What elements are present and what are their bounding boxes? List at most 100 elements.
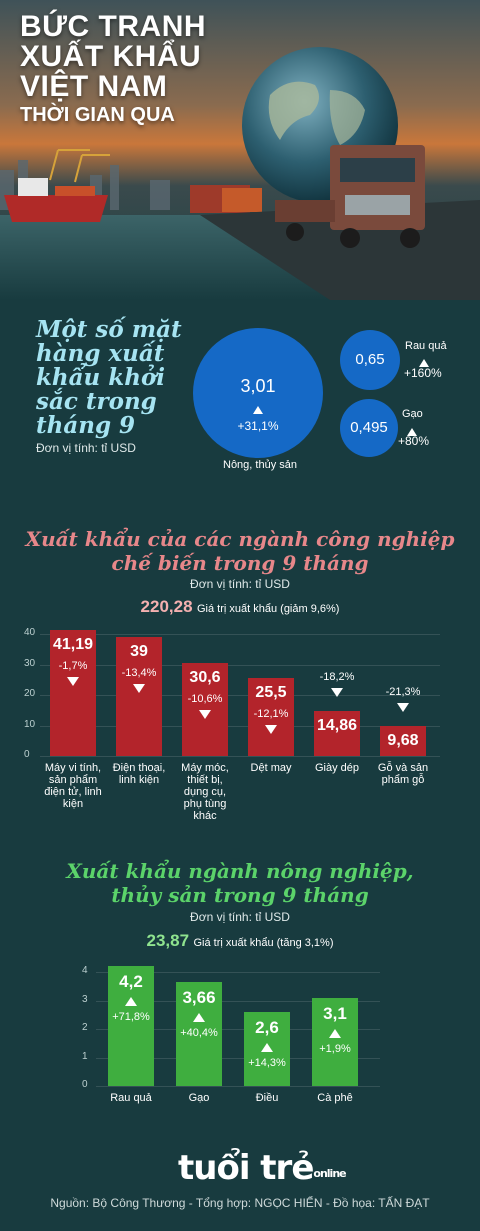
category-label: Dệt may: [250, 762, 292, 774]
section3-title: Xuất khẩu ngành nông nghiệp, thủy sản tr…: [0, 859, 480, 907]
bar-change-label: +1,9%: [319, 1042, 351, 1055]
hero-banner: BỨC TRANH XUẤT KHẨU VIỆT NAM THỜI GIAN Q…: [0, 0, 480, 300]
gridline: [40, 695, 440, 696]
gridline: [96, 1057, 380, 1059]
bubble-gao: 0,495: [340, 399, 398, 457]
section1-title-line: Một số mặt: [36, 316, 182, 343]
gridline: [40, 634, 440, 635]
section3-title-line: Xuất khẩu ngành nông nghiệp,: [66, 859, 414, 883]
bar: [314, 710, 360, 756]
gridline: [96, 1029, 380, 1030]
hero-subtitle: THỜI GIAN QUA: [20, 104, 175, 126]
bubble-label: Gạo: [402, 408, 423, 420]
section2-unit: Đơn vị tính: tỉ USD: [190, 577, 290, 591]
y-tick-label: 20: [24, 688, 36, 699]
bar: [50, 630, 96, 756]
section2-title-line: Xuất khẩu của các ngành công nghiệp: [25, 527, 455, 551]
arrow-up-icon: [419, 354, 429, 372]
bar-change-label: -10,6%: [187, 692, 223, 705]
bar-value-label: 14,86: [316, 716, 358, 734]
total-value: 220,28: [140, 597, 193, 616]
y-tick-label: 0: [24, 749, 30, 760]
bar: [380, 726, 426, 756]
gridline: [96, 1086, 380, 1087]
arrow-up-icon: [125, 997, 137, 1007]
y-tick-label: 3: [82, 993, 88, 1005]
bar-change-label: -1,7%: [58, 660, 88, 673]
arrow-up-icon: [253, 406, 263, 414]
bar-change-label: -21,3%: [385, 686, 421, 699]
hero-illustration: [0, 47, 480, 300]
bubble-nong-thuy-san: 3,01 +31,1%: [193, 328, 323, 458]
y-tick-label: 10: [24, 718, 36, 730]
bar-change-label: -12,1%: [253, 708, 289, 721]
total-value: 23,87: [146, 931, 190, 950]
bar-value-label: 30,6: [189, 668, 221, 686]
section1-title-line: sắc trong: [36, 388, 157, 415]
category-label: Máy móc, thiết bị, dụng cụ, phụ tùng khá…: [181, 762, 229, 822]
y-tick-label: 4: [82, 965, 88, 976]
bubble-value: 0,495: [350, 419, 388, 436]
bar-change-label: -18,2%: [319, 670, 355, 683]
bar-change-label: +71,8%: [112, 1011, 150, 1024]
category-label: Rau quả: [110, 1092, 152, 1104]
arrow-down-icon: [133, 684, 145, 694]
total-label: Giá trị xuất khẩu (giảm 9,6%): [197, 603, 340, 615]
bubble-value: 0,65: [355, 351, 385, 368]
bubble-change: +80%: [398, 434, 430, 448]
hero-title: BỨC TRANH XUẤT KHẨU VIỆT NAM: [20, 12, 206, 102]
bar-value-label: 9,68: [387, 732, 419, 750]
hero-title-line: BỨC TRANH: [20, 10, 207, 43]
logo-brand: tuổi trẻ: [178, 1148, 314, 1188]
arrow-up-icon: [193, 1012, 205, 1022]
bar-value-label: 41,19: [52, 636, 94, 654]
category-label: Điện thoại, linh kiện: [112, 762, 166, 786]
bar-value-label: 4,2: [119, 972, 143, 992]
category-label: Máy vi tính, sản phẩm điện tử, linh kiện: [44, 762, 102, 810]
arrow-down-icon: [265, 725, 277, 735]
bubble-label: Rau quả: [405, 340, 447, 352]
gridline: [40, 756, 440, 757]
category-label: Cà phê: [317, 1092, 353, 1104]
section3-title-line: thủy sản trong 9 tháng: [111, 883, 369, 907]
section1-unit: Đơn vị tính: tỉ USD: [36, 441, 136, 455]
bubble-change: +31,1%: [237, 419, 279, 433]
section2-total: 220,28 Giá trị xuất khẩu (giảm 9,6%): [0, 597, 480, 617]
arrow-down-icon: [331, 687, 343, 697]
gridline: [40, 664, 440, 666]
bar: [176, 981, 222, 1086]
arrow-down-icon: [67, 677, 79, 687]
y-tick-label: 0: [82, 1079, 88, 1090]
section2-title: Xuất khẩu của các ngành công nghiệp chế …: [0, 527, 480, 575]
tuoi-tre-logo: tuổi trẻonline: [178, 1148, 347, 1188]
y-tick-label: 2: [82, 1022, 88, 1033]
bar: [248, 678, 294, 756]
arrow-down-icon: [397, 703, 409, 713]
bar: [312, 997, 358, 1086]
gridline: [96, 972, 380, 973]
chart-agriculture: 0 1 2 3 4 4,2 +71,8% Rau quả 3,66 +40,4% Gạo 2,6 +14…: [0, 960, 480, 1120]
bar-value-label: 2,6: [255, 1017, 279, 1037]
arrow-down-icon: [199, 709, 211, 719]
section1-title-line: khẩu khởi: [36, 364, 166, 391]
bubble-value: 3,01: [240, 376, 276, 396]
logo-sub: online: [313, 1167, 346, 1180]
section2-title-line: chế biến trong 9 tháng: [111, 551, 369, 575]
arrow-up-icon: [407, 423, 417, 441]
bar-value-label: 3,66: [182, 987, 216, 1007]
category-label: Gỗ và sản phẩm gỗ: [377, 762, 429, 786]
category-label: Gạo: [188, 1092, 210, 1104]
y-tick-label: 30: [24, 657, 36, 669]
hero-title-line: VIỆT NAM: [20, 70, 168, 103]
section3-total: 23,87 Giá trị xuất khẩu (tăng 3,1%): [0, 931, 480, 951]
section3-unit: Đơn vị tính: tỉ USD: [190, 910, 290, 924]
bar-change-label: +40,4%: [180, 1026, 218, 1039]
arrow-up-icon: [329, 1028, 341, 1038]
bar: [182, 662, 228, 756]
y-tick-label: 1: [82, 1050, 88, 1062]
section1-title-line: hàng xuất: [36, 340, 165, 367]
arrow-up-icon: [261, 1042, 273, 1052]
y-tick-label: 40: [24, 627, 36, 638]
category-label: Điều: [255, 1092, 279, 1104]
hero-title-line: XUẤT KHẨU: [20, 40, 202, 73]
